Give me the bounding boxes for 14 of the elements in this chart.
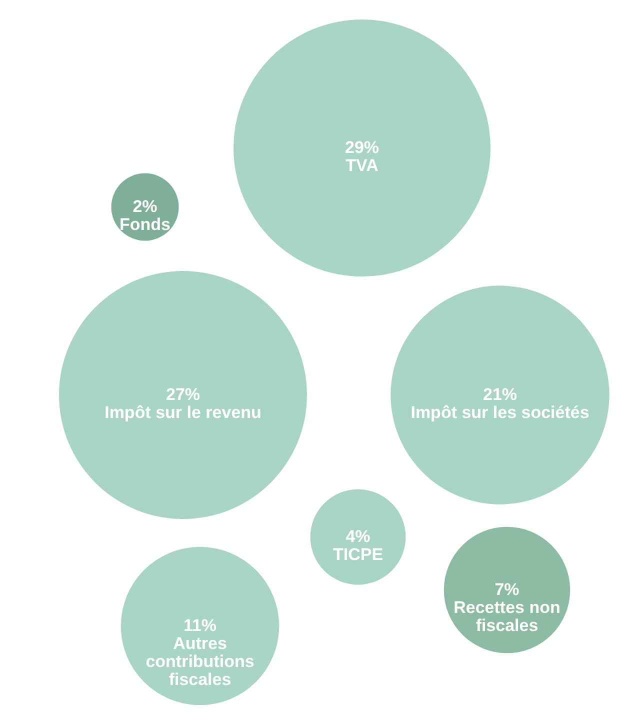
data-label: 4%: [346, 527, 370, 546]
category-label: Fonds: [120, 215, 170, 234]
data-label: 11%: [183, 616, 217, 635]
category-label: TVA: [346, 156, 378, 175]
data-label: 27%: [166, 385, 200, 404]
data-label: 21%: [482, 385, 518, 404]
data-label: 29%: [344, 138, 380, 157]
data-label: 7%: [494, 580, 520, 599]
category-label: TICPE: [332, 545, 384, 564]
category-label: Autres contributions fiscales: [146, 634, 254, 689]
category-label: Recettes non fiscales: [454, 598, 560, 635]
data-label: 2%: [132, 197, 158, 216]
category-label: Impôt sur les sociétés: [410, 403, 590, 422]
category-label: Impôt sur le revenu: [104, 403, 262, 422]
